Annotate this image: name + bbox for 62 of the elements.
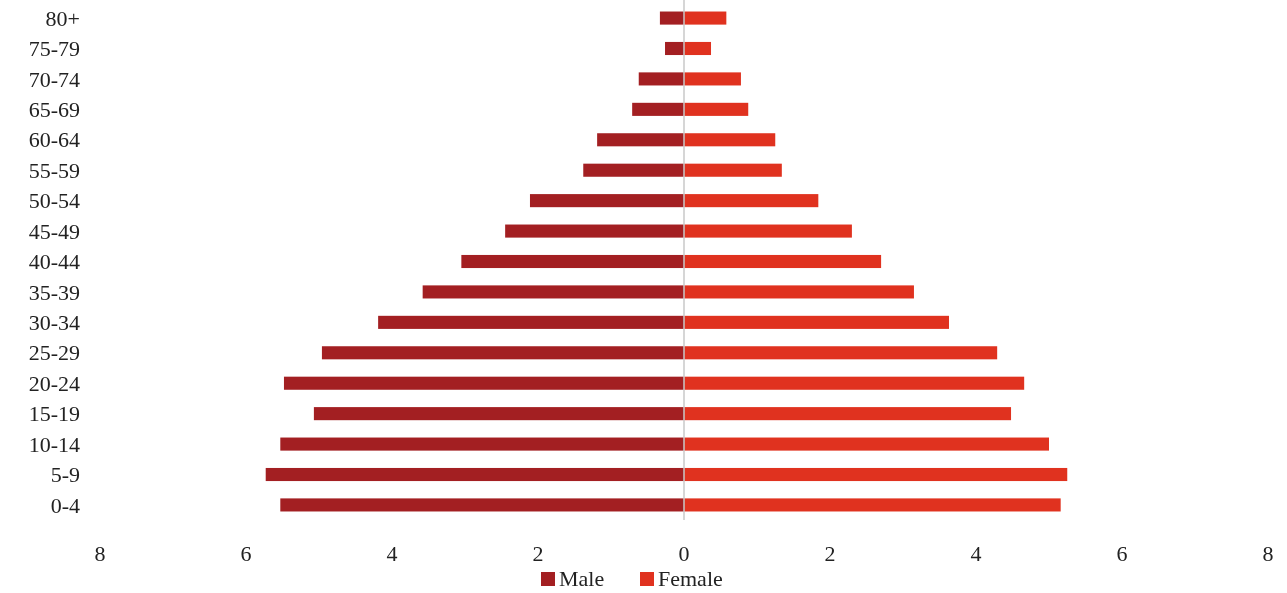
x-tick-label: 4: [970, 541, 982, 566]
y-tick-label: 45-49: [28, 218, 80, 244]
y-tick-label: 30-34: [28, 310, 80, 336]
bar: [684, 407, 1012, 421]
bar: [684, 224, 852, 238]
bar: [378, 315, 684, 329]
bar: [265, 467, 684, 482]
bar: [632, 102, 684, 116]
y-tick-label: 0-4: [50, 492, 80, 518]
bar: [684, 41, 712, 56]
x-tick-label: 6: [1116, 541, 1128, 566]
y-tick-label: 80+: [45, 5, 80, 31]
bar: [283, 376, 684, 390]
bar: [684, 315, 949, 329]
bar: [529, 194, 684, 208]
bar: [321, 346, 684, 360]
bar: [684, 11, 727, 25]
bar: [684, 498, 1061, 512]
y-tick-label: 10-14: [28, 431, 80, 457]
bar: [684, 254, 882, 269]
bar: [684, 346, 998, 360]
y-tick-label: 70-74: [28, 66, 80, 92]
x-tick-label: 8: [94, 541, 106, 566]
x-tick-label: 2: [824, 541, 836, 566]
y-tick-label: 25-29: [28, 340, 80, 366]
bar: [684, 194, 819, 208]
y-tick-label: 15-19: [28, 401, 80, 427]
y-tick-label: 65-69: [28, 97, 80, 123]
legend-label: Male: [559, 566, 605, 591]
bar: [665, 41, 684, 56]
bar: [684, 72, 741, 86]
bar: [313, 407, 684, 421]
bar: [659, 11, 684, 25]
bar: [597, 133, 684, 147]
y-tick-label: 60-64: [28, 127, 80, 153]
bar: [684, 133, 776, 147]
bar: [280, 498, 684, 512]
x-tick-label: 6: [240, 541, 252, 566]
bar: [638, 72, 684, 86]
y-tick-label: 20-24: [28, 370, 80, 396]
bar: [684, 285, 914, 299]
x-tick-label: 8: [1262, 541, 1274, 566]
bar: [583, 163, 684, 177]
x-tick-label: 4: [386, 541, 398, 566]
bar: [505, 224, 684, 238]
y-tick-label: 75-79: [28, 36, 80, 62]
bar: [422, 285, 684, 299]
y-tick-label: 50-54: [28, 188, 80, 214]
bar: [280, 437, 684, 451]
bar: [684, 437, 1049, 451]
x-tick-label: 2: [532, 541, 544, 566]
y-tick-label: 40-44: [28, 249, 80, 275]
bar: [461, 254, 684, 269]
bar: [684, 102, 749, 116]
legend-label: Female: [658, 566, 723, 591]
bar: [684, 376, 1025, 390]
y-tick-label: 5-9: [50, 462, 80, 488]
y-tick-label: 35-39: [28, 279, 80, 305]
y-tick-label: 55-59: [28, 157, 80, 183]
bar: [684, 163, 782, 177]
bar: [684, 467, 1068, 482]
x-tick-label: 0: [678, 541, 690, 566]
